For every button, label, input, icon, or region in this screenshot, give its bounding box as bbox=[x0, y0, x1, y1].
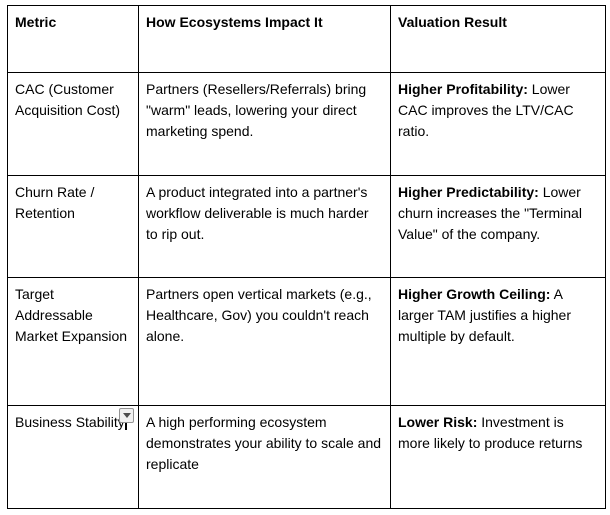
metric-label: Target Addressable Market Expansion bbox=[15, 286, 128, 344]
table-row-tam: Target Addressable Market Expansion Part… bbox=[7, 277, 606, 406]
metric-label: CAC (Customer Acquisition Cost) bbox=[15, 81, 121, 118]
cell-impact-cac[interactable]: Partners (Resellers/Referrals) bring "wa… bbox=[138, 72, 391, 176]
cell-valuation-tam[interactable]: Higher Growth Ceiling: A larger TAM just… bbox=[390, 277, 606, 406]
cell-impact-tam[interactable]: Partners open vertical markets (e.g., He… bbox=[138, 277, 391, 406]
valuation-rest: Lower CAC improves the LTV/CAC ratio. bbox=[398, 81, 574, 139]
metrics-valuation-table: Metric How Ecosystems Impact It Valuatio… bbox=[7, 5, 606, 509]
cell-metric-tam[interactable]: Target Addressable Market Expansion bbox=[7, 277, 139, 406]
impact-text: Partners (Resellers/Referrals) bring "wa… bbox=[146, 81, 367, 139]
cell-metric-stability[interactable]: Business Stability bbox=[7, 405, 139, 509]
impact-text: A high performing ecosystem demonstrates… bbox=[146, 414, 382, 472]
cell-dropdown-button[interactable] bbox=[119, 408, 134, 423]
impact-text: A product integrated into a partner's wo… bbox=[146, 184, 369, 242]
table-header-row: Metric How Ecosystems Impact It Valuatio… bbox=[7, 5, 606, 73]
valuation-lead: Higher Profitability: bbox=[398, 81, 528, 97]
metric-label: Business Stability bbox=[15, 414, 125, 430]
cell-impact-stability[interactable]: A high performing ecosystem demonstrates… bbox=[138, 405, 391, 509]
table-row-stability: Business Stability A high performing eco… bbox=[7, 405, 606, 509]
column-header-impact[interactable]: How Ecosystems Impact It bbox=[138, 5, 391, 73]
valuation-lead: Higher Predictability: bbox=[398, 184, 539, 200]
column-header-valuation[interactable]: Valuation Result bbox=[390, 5, 606, 73]
chevron-down-icon bbox=[122, 413, 131, 418]
valuation-lead: Higher Growth Ceiling: bbox=[398, 286, 551, 302]
cell-valuation-churn[interactable]: Higher Predictability: Lower churn incre… bbox=[390, 175, 606, 278]
cell-valuation-stability[interactable]: Lower Risk: Investment is more likely to… bbox=[390, 405, 606, 509]
cell-metric-churn[interactable]: Churn Rate / Retention bbox=[7, 175, 139, 278]
impact-text: Partners open vertical markets (e.g., He… bbox=[146, 286, 372, 344]
column-header-metric[interactable]: Metric bbox=[7, 5, 139, 73]
table-row-churn: Churn Rate / Retention A product integra… bbox=[7, 175, 606, 278]
cell-metric-cac[interactable]: CAC (Customer Acquisition Cost) bbox=[7, 72, 139, 176]
cell-impact-churn[interactable]: A product integrated into a partner's wo… bbox=[138, 175, 391, 278]
document-table-container: Metric How Ecosystems Impact It Valuatio… bbox=[7, 5, 606, 509]
cell-valuation-cac[interactable]: Higher Profitability: Lower CAC improves… bbox=[390, 72, 606, 176]
metric-label: Churn Rate / Retention bbox=[15, 184, 95, 221]
valuation-rest: Lower churn increases the "Terminal Valu… bbox=[398, 184, 582, 242]
valuation-rest: A larger TAM justifies a higher multiple… bbox=[398, 286, 571, 344]
valuation-rest: Investment is more likely to produce ret… bbox=[398, 414, 583, 451]
valuation-lead: Lower Risk: bbox=[398, 414, 478, 430]
table-row-cac: CAC (Customer Acquisition Cost) Partners… bbox=[7, 72, 606, 176]
